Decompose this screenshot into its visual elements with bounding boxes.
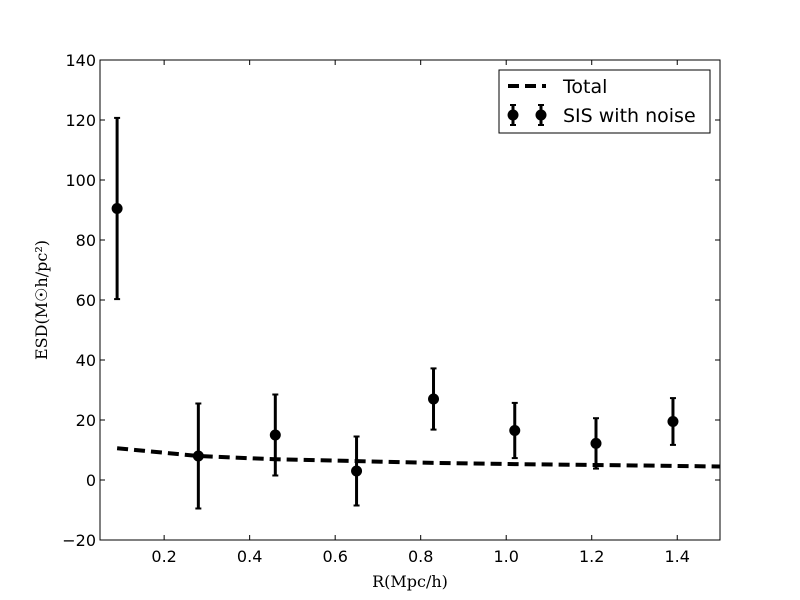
data-point (590, 437, 602, 449)
plot-frame (99, 59, 721, 541)
x-tick-label: 1.4 (665, 547, 690, 566)
x-tick-label: 0.6 (322, 547, 347, 566)
data-point (667, 416, 679, 427)
y-tick-label: 80 (76, 231, 96, 250)
data-point (192, 450, 204, 462)
data-point (428, 393, 440, 405)
legend-sis-marker-left (507, 109, 519, 121)
data-point (111, 203, 123, 214)
legend-sis-label: SIS with noise (563, 105, 696, 127)
x-axis-label: R(Mpc/h) (372, 572, 448, 591)
legend: Total SIS with noise (498, 69, 711, 134)
y-tick-label: 100 (65, 171, 96, 190)
plot-background (100, 60, 720, 540)
y-tick-label: 60 (76, 291, 96, 310)
x-tick-label: 1.0 (493, 547, 518, 566)
legend-box (498, 69, 711, 134)
tick-layer: −20 0 20 40 60 80 100 120 140 0.2 0.4 0.6 0.8 1.0 1.2 1… (62, 51, 720, 566)
total-line (116, 446, 721, 469)
y-tick-label: 140 (65, 51, 96, 70)
data-point (509, 425, 521, 436)
y-tick-label: 0 (86, 471, 96, 490)
x-tick-label: 0.2 (151, 547, 176, 566)
x-tick-label: 0.8 (408, 547, 433, 566)
legend-sis-marker-right (535, 109, 547, 121)
data-point (351, 465, 363, 477)
y-tick-label: −20 (62, 531, 96, 550)
y-tick-label: 20 (76, 411, 96, 430)
y-tick-label: 40 (76, 351, 96, 370)
data-layer (111, 116, 721, 510)
legend-total-label: Total (562, 76, 607, 98)
data-point (269, 429, 281, 441)
x-tick-label: 0.4 (237, 547, 262, 566)
y-tick-label: 120 (65, 111, 96, 130)
x-tick-label: 1.2 (579, 547, 604, 566)
y-axis-label: ESD(M☉h/pc²) (32, 240, 51, 360)
